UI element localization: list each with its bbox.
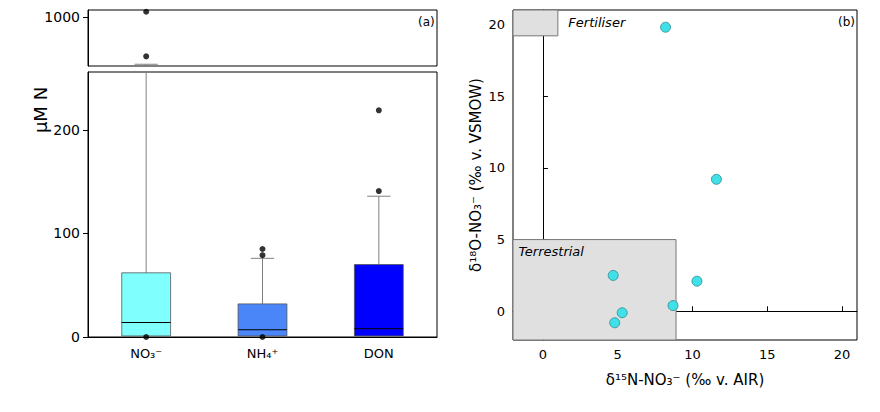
svg-text:20: 20	[834, 347, 851, 362]
svg-text:δ¹⁸O-NO₃⁻ (‰ v. VSMOW): δ¹⁸O-NO₃⁻ (‰ v. VSMOW)	[467, 78, 485, 272]
svg-text:15: 15	[759, 347, 776, 362]
svg-text:0: 0	[539, 347, 547, 362]
svg-text:(a): (a)	[418, 15, 435, 29]
svg-text:5: 5	[497, 232, 505, 247]
svg-text:15: 15	[488, 89, 505, 104]
svg-text:100: 100	[53, 225, 80, 241]
svg-text:200: 200	[53, 122, 80, 138]
svg-text:Terrestrial: Terrestrial	[519, 244, 585, 259]
svg-text:20: 20	[488, 17, 505, 32]
svg-text:Fertiliser: Fertiliser	[568, 15, 627, 30]
svg-text:(b): (b)	[838, 15, 855, 29]
svg-text:δ¹⁵N-NO₃⁻ (‰ v. AIR): δ¹⁵N-NO₃⁻ (‰ v. AIR)	[606, 371, 765, 389]
svg-text:DON: DON	[364, 346, 394, 361]
svg-text:5: 5	[614, 347, 622, 362]
svg-text:NH₄⁺: NH₄⁺	[247, 346, 279, 361]
svg-text:0: 0	[71, 329, 80, 345]
svg-text:NO₃⁻: NO₃⁻	[130, 346, 162, 361]
svg-text:10: 10	[684, 347, 701, 362]
svg-text:1000: 1000	[44, 9, 80, 25]
svg-text:0: 0	[497, 304, 505, 319]
svg-text:µM N: µM N	[30, 87, 51, 133]
svg-text:10: 10	[488, 160, 505, 175]
